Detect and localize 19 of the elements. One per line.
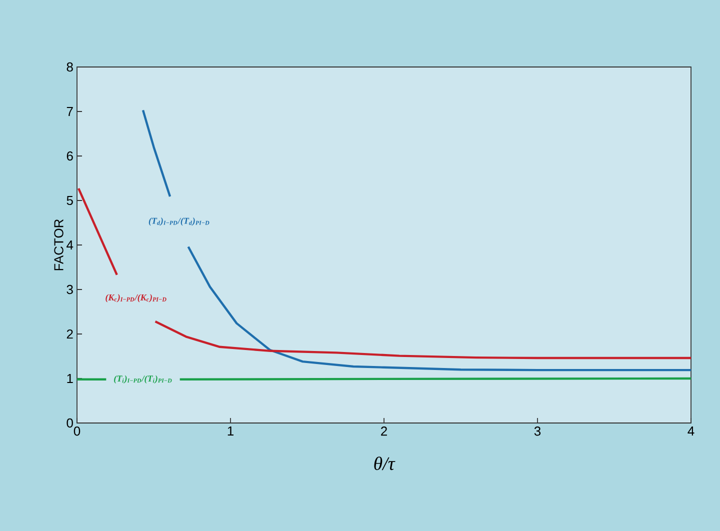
x-tick-label: 0	[74, 426, 80, 436]
y-tick-label: 3	[66, 284, 73, 294]
x-tick-label: 3	[534, 426, 541, 436]
y-tick-label: 5	[66, 196, 73, 206]
y-tick-label: 6	[66, 151, 73, 161]
x-tick-label: 4	[688, 426, 694, 436]
text: (K$_{c}$)$_{I−PD}$/(K$_{c}$)$_{PI−D}$	[106, 294, 166, 302]
x-tick-label: 2	[381, 426, 387, 436]
y-axis-title: FACTOR	[54, 219, 64, 270]
y-tick-label: 4	[66, 240, 74, 250]
y-tick-label: 8	[66, 62, 73, 72]
text: (T$_{d}$)$_{I−PD}$/(T$_{d}$)$_{PI−D}$	[148, 218, 210, 226]
y-tick-label: 0	[66, 418, 73, 428]
y-tick-label: 1	[67, 374, 73, 383]
x-tick-label: 1	[228, 426, 234, 436]
y-tick-label: 7	[66, 107, 73, 116]
x-axis-title: θ/τ	[374, 456, 396, 470]
y-tick-label: 2	[66, 329, 73, 339]
series-label: (T$_{i}$)$_{I−PD}$/(T$_{i}$)$_{PI−D}$	[114, 375, 172, 384]
